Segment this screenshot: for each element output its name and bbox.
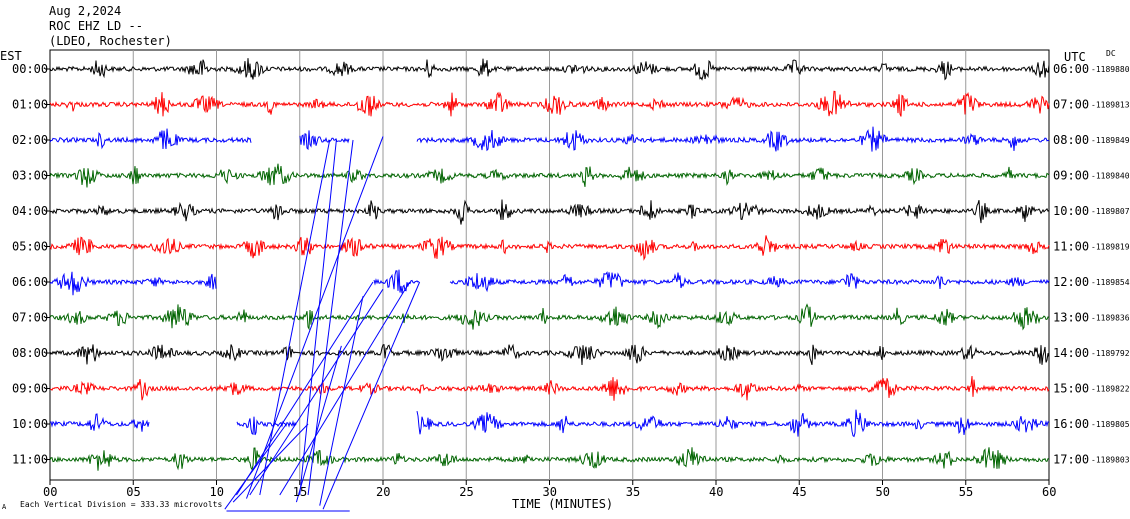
gap-jump-line bbox=[259, 139, 331, 496]
est-hour-label: 03:00 bbox=[12, 169, 48, 183]
gap-jump-line bbox=[232, 423, 309, 503]
dc-offset-label: -1189807 bbox=[1091, 207, 1130, 216]
est-hour-label: 09:00 bbox=[12, 382, 48, 396]
est-hour-label: 07:00 bbox=[12, 311, 48, 325]
utc-hour-label: 12:00 bbox=[1053, 275, 1089, 289]
x-tick-label: 45 bbox=[792, 485, 806, 499]
seismic-trace bbox=[49, 235, 1050, 261]
utc-hour-label: 10:00 bbox=[1053, 204, 1089, 218]
gap-jump-lines bbox=[224, 136, 421, 512]
footer-mark: A bbox=[2, 503, 7, 511]
dc-offset-label: -1189836 bbox=[1091, 314, 1130, 323]
header-station: ROC EHZ LD -- bbox=[49, 19, 143, 33]
utc-hour-label: 09:00 bbox=[1053, 169, 1089, 183]
x-tick-label: 50 bbox=[876, 485, 890, 499]
dc-offset-label: -1189849 bbox=[1091, 136, 1130, 145]
grid bbox=[49, 49, 1050, 485]
x-tick-label: 15 bbox=[293, 485, 307, 499]
gap-jump-line bbox=[295, 345, 342, 503]
utc-hour-label: 06:00 bbox=[1053, 62, 1089, 76]
est-hour-label: 08:00 bbox=[12, 346, 48, 360]
right-axis-title: UTC bbox=[1064, 50, 1086, 64]
x-tick-label: 60 bbox=[1042, 485, 1056, 499]
est-hour-label: 05:00 bbox=[12, 240, 48, 254]
x-tick-label: 20 bbox=[376, 485, 390, 499]
gap-jump-line bbox=[224, 423, 287, 510]
footer-note: Each Vertical Division = 333.33 microvol… bbox=[20, 500, 222, 509]
x-tick-label: 40 bbox=[709, 485, 723, 499]
dc-offset-label: -1189840 bbox=[1091, 172, 1130, 181]
dc-offset-label: -1189792 bbox=[1091, 349, 1130, 358]
dc-offset-label: -1189813 bbox=[1091, 101, 1130, 110]
x-tick-label: 55 bbox=[959, 485, 973, 499]
seismic-trace bbox=[49, 303, 1050, 331]
left-axis-title: EST bbox=[0, 49, 22, 63]
x-tick-label: 35 bbox=[626, 485, 640, 499]
x-axis-title: TIME (MINUTES) bbox=[512, 497, 613, 511]
utc-hour-label: 11:00 bbox=[1053, 240, 1089, 254]
est-hour-label: 11:00 bbox=[12, 453, 48, 467]
traces bbox=[49, 58, 1050, 471]
gap-jump-line bbox=[279, 281, 411, 496]
x-tick-label: 00 bbox=[43, 485, 57, 499]
dc-offset-label: -1189880 bbox=[1091, 65, 1130, 74]
dc-label: DC bbox=[1106, 49, 1116, 58]
seismic-trace bbox=[49, 269, 1050, 296]
utc-hour-label: 13:00 bbox=[1053, 311, 1089, 325]
utc-hour-label: 14:00 bbox=[1053, 346, 1089, 360]
header-network: (LDEO, Rochester) bbox=[49, 34, 172, 48]
est-hour-label: 02:00 bbox=[12, 133, 48, 147]
x-tick-label: 05 bbox=[126, 485, 140, 499]
seismic-trace bbox=[49, 58, 1050, 81]
dc-offset-label: -1189803 bbox=[1091, 456, 1130, 465]
est-hour-label: 00:00 bbox=[12, 62, 48, 76]
seismic-trace bbox=[49, 199, 1050, 225]
utc-hour-label: 07:00 bbox=[1053, 98, 1089, 112]
x-tick-label: 10 bbox=[210, 485, 224, 499]
dc-offset-label: -1189854 bbox=[1091, 278, 1130, 287]
gap-jump-line bbox=[236, 281, 374, 496]
est-hour-label: 04:00 bbox=[12, 204, 48, 218]
dc-offset-label: -1189805 bbox=[1091, 420, 1130, 429]
utc-hour-label: 08:00 bbox=[1053, 133, 1089, 147]
utc-hour-label: 17:00 bbox=[1053, 453, 1089, 467]
seismic-trace bbox=[49, 375, 1050, 401]
dc-offset-label: -1189819 bbox=[1091, 243, 1130, 252]
gap-jump-line bbox=[322, 281, 421, 510]
dc-offset-label: -1189822 bbox=[1091, 385, 1130, 394]
seismic-trace bbox=[49, 447, 1050, 471]
seismic-trace bbox=[49, 343, 1050, 366]
gap-jump-line bbox=[319, 296, 364, 506]
x-tick-label: 30 bbox=[543, 485, 557, 499]
est-hour-label: 10:00 bbox=[12, 417, 48, 431]
gap-jump-line bbox=[246, 136, 384, 499]
seismic-trace bbox=[49, 90, 1050, 117]
utc-hour-label: 15:00 bbox=[1053, 382, 1089, 396]
seismic-trace bbox=[49, 163, 1050, 188]
header-date: Aug 2,2024 bbox=[49, 4, 122, 18]
gap-jump-line bbox=[299, 139, 337, 496]
x-tick-label: 25 bbox=[459, 485, 473, 499]
est-hour-label: 06:00 bbox=[12, 275, 48, 289]
est-hour-label: 01:00 bbox=[12, 98, 48, 112]
seismic-trace bbox=[49, 126, 1050, 152]
utc-hour-label: 16:00 bbox=[1053, 417, 1089, 431]
gap-jump-line bbox=[249, 288, 384, 496]
